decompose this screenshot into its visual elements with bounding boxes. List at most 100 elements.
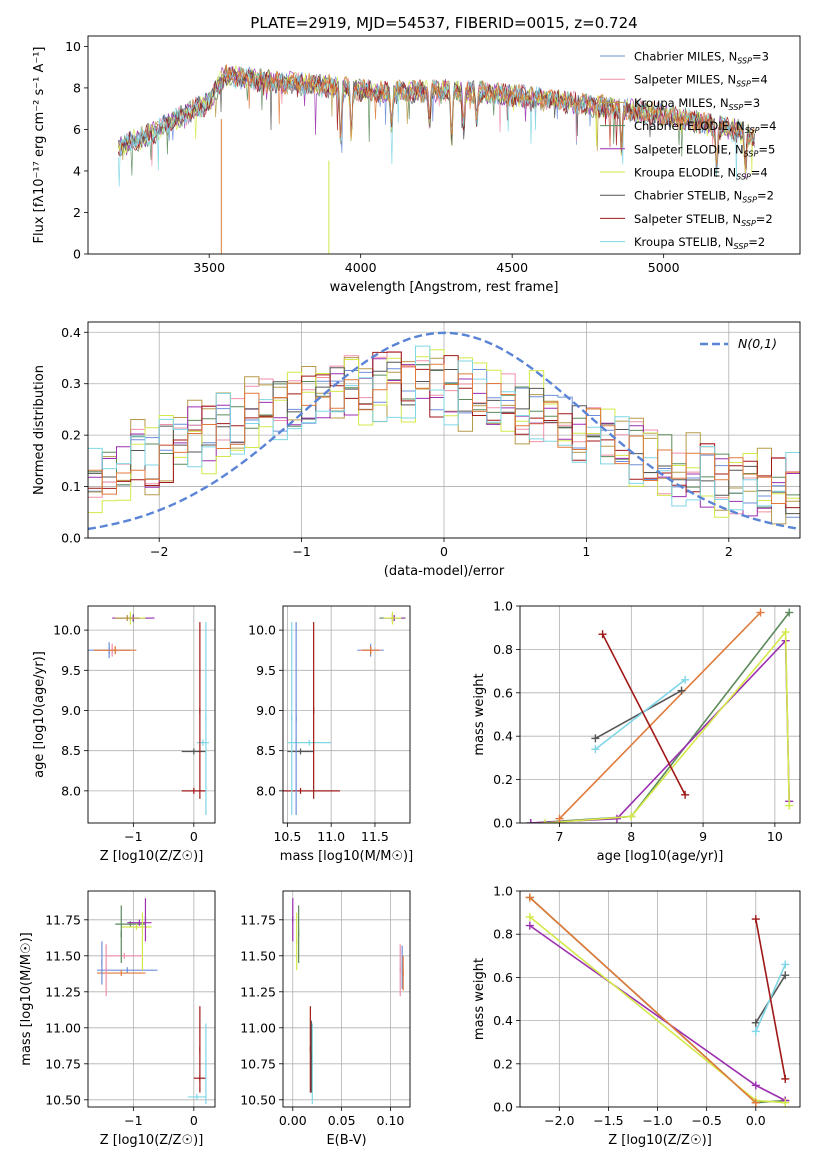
legend-label: Salpeter ELODIE, NSSP=5 bbox=[634, 142, 775, 158]
weight-series-line bbox=[529, 896, 757, 1104]
x-axis-label: Z [log10(Z/Z☉)] bbox=[100, 1133, 204, 1148]
y-tick-label: 0.0 bbox=[493, 1100, 513, 1115]
histogram-series bbox=[88, 345, 800, 538]
weight-point-marker bbox=[525, 912, 534, 921]
y-tick-label: 0.8 bbox=[493, 642, 513, 657]
y-tick-label: 10.0 bbox=[248, 623, 276, 638]
x-axis-label: mass [log10(M/M☉)] bbox=[280, 849, 413, 864]
weight-series-line bbox=[595, 689, 682, 740]
axis-ticks: −1 0 10.50 10.75 11.00 11.25 11.50 11.75 bbox=[45, 912, 198, 1128]
x-tick-label: −1.5 bbox=[593, 1113, 623, 1128]
y-tick-label: 9.0 bbox=[256, 703, 276, 718]
histogram-series bbox=[88, 363, 800, 538]
y-tick-label: 11.00 bbox=[45, 1020, 81, 1035]
chart-weight-vs-Z: −2.0 −1.5 −1.0 −0.5 0.0 0.0 0.2 0.4 0.6 0.8 1.0 Z [… bbox=[472, 884, 801, 1148]
x-tick-label: 0.05 bbox=[328, 1113, 356, 1128]
legend: Chabrier MILES, NSSP=3 Salpeter MILES, NS… bbox=[600, 50, 776, 251]
y-axis-label: mass weight bbox=[472, 958, 487, 1040]
chart-weight-vs-age: 7 8 9 10 0.0 0.2 0.4 0.6 0.8 1.0 age [log10(age/yr… bbox=[472, 599, 801, 864]
weight-point-marker bbox=[627, 812, 636, 821]
legend-label: Chabrier ELODIE, NSSP=4 bbox=[634, 119, 776, 135]
axes-frame bbox=[87, 890, 216, 1108]
chart-spectrum: 3500 4000 4500 5000 0 2 4 6 8 10 wavelength [Angst… bbox=[32, 35, 801, 295]
y-axis-label: age [log10(age/yr)] bbox=[32, 651, 47, 778]
x-tick-label: 0.10 bbox=[377, 1113, 405, 1128]
axes-frame bbox=[87, 321, 801, 539]
y-tick-label: 11.50 bbox=[240, 948, 276, 963]
y-tick-label: 0 bbox=[73, 247, 81, 262]
x-tick-label: 0 bbox=[190, 829, 198, 844]
y-tick-label: 11.25 bbox=[45, 984, 81, 999]
weight-point-marker bbox=[612, 814, 621, 823]
y-axis-label: mass weight bbox=[472, 673, 487, 755]
y-tick-label: 8 bbox=[73, 80, 81, 95]
chart-mass-vs-Z: −1 0 10.50 10.75 11.00 11.25 11.50 11.75 Z [log1… bbox=[19, 890, 216, 1148]
weight-series-line bbox=[755, 918, 787, 1080]
axes-frame bbox=[282, 890, 411, 1108]
x-tick-label: 7 bbox=[556, 829, 564, 844]
y-axis-label: Normed distribution bbox=[32, 365, 47, 495]
weight-point-marker bbox=[751, 1098, 760, 1107]
weight-series-line bbox=[545, 629, 790, 823]
y-tick-label: 0.8 bbox=[493, 927, 513, 942]
y-tick-label: 9.5 bbox=[256, 663, 276, 678]
x-tick-label: −2 bbox=[150, 544, 168, 559]
axes-frame bbox=[87, 35, 801, 255]
plot-area bbox=[97, 898, 207, 1105]
y-tick-label: 11.75 bbox=[45, 912, 81, 927]
grid-lines bbox=[283, 891, 410, 1107]
axis-ticks: −1 0 8.0 8.5 9.0 9.5 10.0 bbox=[53, 623, 198, 844]
legend-label: Chabrier STELIB, NSSP=2 bbox=[634, 189, 774, 205]
y-tick-label: 0.0 bbox=[61, 531, 81, 546]
weight-point-marker bbox=[781, 628, 790, 637]
x-tick-label: 3500 bbox=[193, 260, 225, 275]
y-tick-label: 8.0 bbox=[61, 783, 81, 798]
x-tick-label: 0.00 bbox=[279, 1113, 307, 1128]
y-tick-label: 11.75 bbox=[240, 912, 276, 927]
axes-frame bbox=[87, 605, 216, 824]
weight-point-marker bbox=[781, 960, 790, 969]
axes-frame bbox=[519, 605, 801, 824]
legend-label: Kroupa ELODIE, NSSP=4 bbox=[634, 166, 768, 182]
grid-lines bbox=[520, 605, 800, 824]
y-tick-label: 11.50 bbox=[45, 948, 81, 963]
plot-area bbox=[526, 608, 794, 823]
y-tick-label: 8.5 bbox=[256, 743, 276, 758]
y-tick-label: 0.4 bbox=[493, 1013, 513, 1028]
histogram-series bbox=[88, 351, 800, 538]
weight-point-marker bbox=[751, 1018, 760, 1027]
weight-point-marker bbox=[677, 686, 686, 695]
y-tick-label: 11.25 bbox=[240, 984, 276, 999]
spectrum-line bbox=[117, 68, 755, 175]
y-tick-label: 0.2 bbox=[61, 428, 81, 443]
y-tick-label: 0.6 bbox=[493, 685, 513, 700]
x-tick-label: 5000 bbox=[648, 260, 680, 275]
x-tick-label: 4000 bbox=[345, 260, 377, 275]
weight-point-marker bbox=[541, 819, 550, 823]
y-tick-label: 8.0 bbox=[256, 783, 276, 798]
y-axis-label: mass [log10(M/M☉)] bbox=[19, 932, 34, 1065]
y-tick-label: 0.6 bbox=[493, 970, 513, 985]
chart-age-vs-Z: −1 0 8.0 8.5 9.0 9.5 10.0 Z [log10(Z/Z☉)] age [l… bbox=[32, 605, 216, 864]
weight-series-line bbox=[530, 638, 790, 823]
y-tick-label: 0.4 bbox=[493, 729, 513, 744]
x-axis-label: (data-model)/error bbox=[384, 564, 505, 579]
x-tick-label: 11.0 bbox=[317, 829, 345, 844]
weight-series-line bbox=[601, 633, 686, 796]
x-tick-label: 0 bbox=[440, 544, 448, 559]
y-tick-label: 10 bbox=[65, 39, 81, 54]
weight-point-marker bbox=[555, 814, 564, 823]
legend-label: Kroupa STELIB, NSSP=2 bbox=[634, 235, 765, 251]
y-tick-label: 0.0 bbox=[493, 816, 513, 831]
x-axis-label: wavelength [Angstrom, rest frame] bbox=[330, 280, 559, 295]
chart-mass-vs-ebv: 0.00 0.05 0.10 10.50 10.75 11.00 11.25 11.50 11.… bbox=[240, 890, 411, 1148]
y-tick-label: 2 bbox=[73, 205, 81, 220]
y-tick-label: 10.75 bbox=[45, 1056, 81, 1071]
weight-point-marker bbox=[785, 608, 794, 617]
chart-age-vs-mass: 10.5 11.0 11.5 8.0 8.5 9.0 9.5 10.0 mass [log10(… bbox=[248, 605, 413, 864]
y-tick-label: 0.3 bbox=[61, 376, 81, 391]
axis-ticks: −2.0 −1.5 −1.0 −0.5 0.0 0.0 0.2 0.4 0.6 0.8 1.0 bbox=[493, 884, 766, 1129]
x-tick-label: 10 bbox=[767, 829, 783, 844]
